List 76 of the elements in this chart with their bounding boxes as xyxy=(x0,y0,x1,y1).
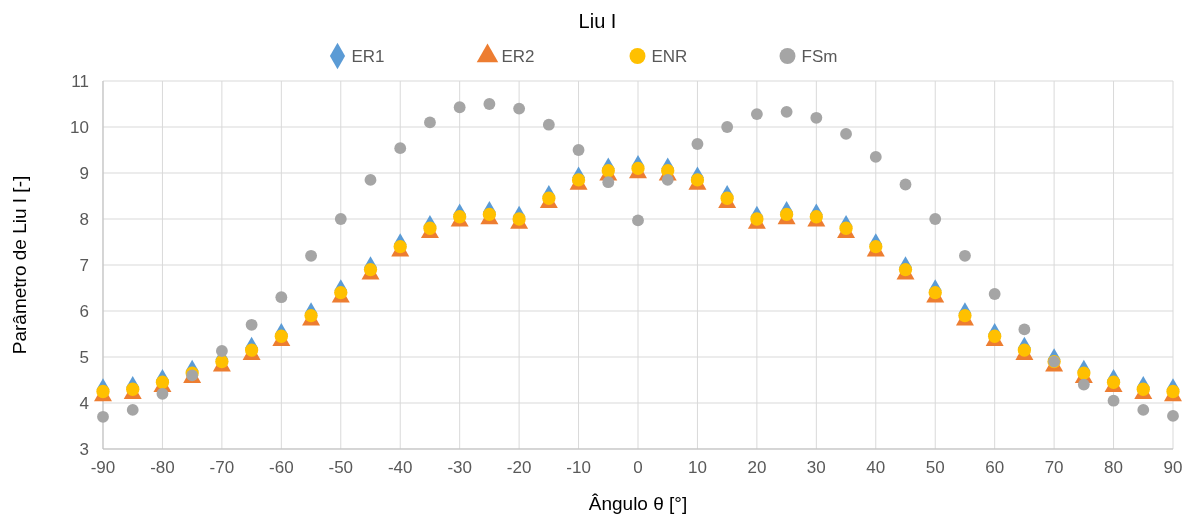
point xyxy=(899,178,912,191)
point xyxy=(126,403,139,416)
y-tick-label: 6 xyxy=(79,302,89,321)
point xyxy=(245,318,258,331)
point xyxy=(780,105,793,118)
y-tick-label: 4 xyxy=(79,394,89,413)
point xyxy=(156,387,169,400)
point xyxy=(334,213,347,225)
point xyxy=(720,191,734,205)
y-tick-label: 7 xyxy=(79,256,89,275)
point xyxy=(988,288,1001,300)
x-tick-label: -10 xyxy=(566,458,591,477)
point xyxy=(97,410,109,423)
point xyxy=(424,116,436,129)
y-axis-title: Parâmetro de Liu I [-] xyxy=(9,175,30,355)
x-tick-label: -60 xyxy=(269,458,294,477)
point xyxy=(959,249,971,262)
x-tick-label: 50 xyxy=(925,458,945,477)
point xyxy=(810,111,823,124)
y-tick-label: 11 xyxy=(71,72,89,91)
chart-title: Liu I xyxy=(578,10,617,32)
point xyxy=(155,375,170,389)
y-tick-label: 9 xyxy=(79,164,89,183)
legend-label: ER2 xyxy=(501,47,535,66)
x-tick-label: 0 xyxy=(633,458,643,477)
point xyxy=(929,213,942,225)
x-tick-label: -50 xyxy=(328,458,354,477)
point xyxy=(1107,394,1120,407)
y-tick-label: 5 xyxy=(79,348,89,367)
point xyxy=(215,345,228,357)
point xyxy=(542,191,556,205)
point xyxy=(840,127,852,140)
point xyxy=(274,329,289,343)
point xyxy=(513,102,526,115)
point xyxy=(1106,375,1121,389)
point xyxy=(1077,378,1090,391)
point xyxy=(483,98,496,110)
point xyxy=(602,176,615,189)
x-axis-title: Ângulo θ [°] xyxy=(588,493,688,514)
x-tick-label: 60 xyxy=(985,458,1005,477)
point xyxy=(542,118,555,131)
point xyxy=(1018,323,1031,336)
x-tick-label: 10 xyxy=(687,458,707,477)
x-tick-label: -80 xyxy=(150,458,175,477)
x-tick-label: 30 xyxy=(806,458,826,477)
point xyxy=(661,173,674,186)
x-tick-label: 70 xyxy=(1044,458,1064,477)
point xyxy=(305,249,317,262)
x-tick-label: -90 xyxy=(90,458,116,477)
y-tick-label: 10 xyxy=(70,118,89,137)
point xyxy=(1137,403,1150,416)
y-tick-label: 8 xyxy=(79,210,89,229)
point xyxy=(453,101,466,114)
point xyxy=(394,142,407,155)
point xyxy=(750,108,763,121)
x-tick-label: 80 xyxy=(1104,458,1124,477)
legend-label: ENR xyxy=(651,47,688,66)
point xyxy=(1167,409,1179,422)
point xyxy=(364,173,377,186)
legend-label: ER1 xyxy=(351,47,385,66)
point xyxy=(275,291,288,304)
point xyxy=(721,121,734,133)
x-tick-label: 90 xyxy=(1163,458,1183,477)
x-tick-label: 40 xyxy=(866,458,886,477)
x-tick-label: -70 xyxy=(209,458,235,477)
point xyxy=(691,138,704,150)
point xyxy=(572,144,585,156)
legend-label: FSm xyxy=(801,47,838,66)
x-tick-label: -20 xyxy=(506,458,532,477)
x-tick-label: -30 xyxy=(447,458,472,477)
point xyxy=(869,150,882,163)
x-tick-label: 20 xyxy=(747,458,767,477)
y-tick-label: 3 xyxy=(79,440,89,459)
point xyxy=(987,329,1002,343)
point xyxy=(632,214,644,227)
x-tick-label: -40 xyxy=(387,458,413,477)
